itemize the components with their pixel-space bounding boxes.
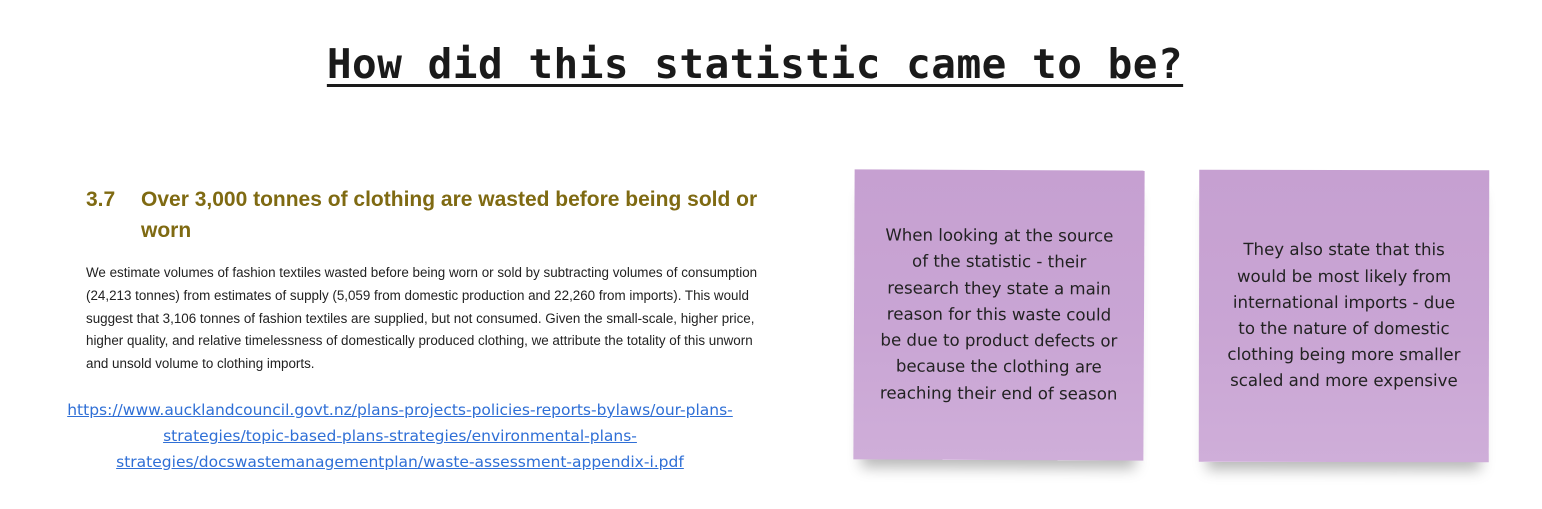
excerpt-body-text: We estimate volumes of fashion textiles … [86, 265, 758, 372]
report-excerpt-image[interactable]: 3.7 Over 3,000 tonnes of clothing are wa… [86, 184, 766, 376]
sticky-note-text: When looking at the source of the statis… [879, 225, 1118, 404]
excerpt-section-title: Over 3,000 tonnes of clothing are wasted… [141, 188, 758, 242]
sticky-note-source-reason[interactable]: When looking at the source of the statis… [853, 169, 1145, 461]
sticky-note-imports[interactable]: They also state that this would be most … [1198, 169, 1490, 463]
excerpt-section-heading: 3.7 Over 3,000 tonnes of clothing are wa… [86, 184, 766, 246]
source-link[interactable]: https://www.aucklandcouncil.govt.nz/plan… [67, 401, 733, 471]
page-title: How did this statistic came to be? [0, 40, 1510, 88]
excerpt-section-number: 3.7 [86, 188, 116, 211]
page-title-text: How did this statistic came to be? [326, 40, 1184, 88]
sticky-note-text: They also state that this would be most … [1227, 240, 1461, 391]
